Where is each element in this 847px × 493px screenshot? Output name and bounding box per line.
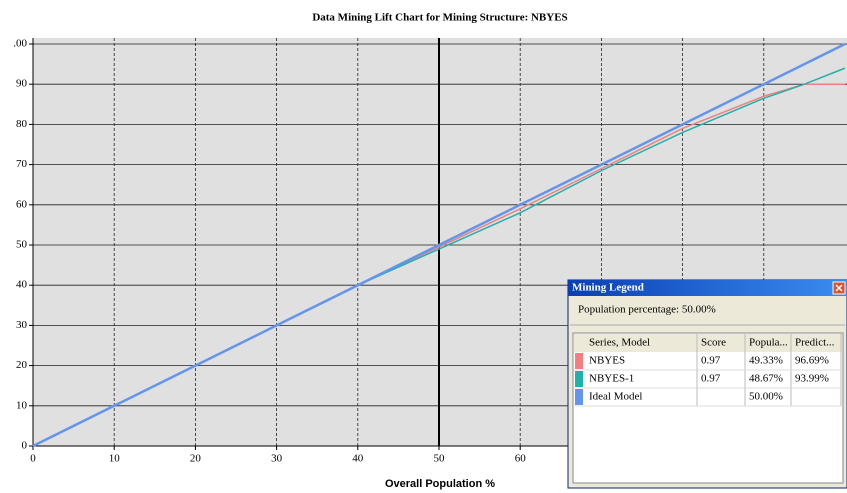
y-tick-label: 30 bbox=[16, 319, 28, 331]
x-tick-label: 50 bbox=[434, 453, 446, 465]
x-tick-label: 0 bbox=[30, 453, 36, 465]
x-axis-label: Overall Population % bbox=[385, 478, 495, 490]
legend-swatch bbox=[575, 353, 583, 369]
chart-title: Data Mining Lift Chart for Mining Struct… bbox=[312, 12, 567, 24]
table-header bbox=[574, 334, 842, 352]
x-tick-label: 30 bbox=[271, 453, 283, 465]
x-tick-label: 40 bbox=[352, 453, 364, 465]
y-tick-label: 50 bbox=[16, 239, 28, 251]
column-header: Popula... bbox=[749, 337, 788, 349]
legend-cell: 0.97 bbox=[701, 355, 721, 367]
y-tick-label: 10 bbox=[16, 399, 28, 411]
y-tick-label: 40 bbox=[16, 279, 28, 291]
legend-entry: NBYES bbox=[589, 355, 625, 367]
y-tick-label: 0 bbox=[22, 440, 28, 452]
column-header: Score bbox=[701, 337, 726, 349]
y-tick-label: 90 bbox=[16, 78, 28, 90]
legend-cell: 0.97 bbox=[701, 373, 721, 385]
legend-cell: 96.69% bbox=[795, 355, 829, 367]
legend-swatch bbox=[575, 389, 583, 405]
x-tick-label: 10 bbox=[109, 453, 121, 465]
population-percentage: Population percentage: 50.00% bbox=[578, 304, 716, 316]
series-line bbox=[32, 42, 846, 448]
close-icon bbox=[835, 284, 843, 292]
column-header: Series, Model bbox=[589, 337, 650, 349]
column-header: Predict... bbox=[795, 337, 835, 349]
y-tick-label: 20 bbox=[16, 359, 28, 371]
table-area bbox=[572, 332, 844, 484]
legend-window: Mining Legend Population percentage: 50.0… bbox=[567, 279, 847, 489]
y-tick-label: 80 bbox=[16, 118, 28, 130]
legend-entry: Ideal Model bbox=[589, 391, 642, 403]
legend-swatch bbox=[575, 371, 583, 387]
y-tick-label: .00 bbox=[13, 38, 27, 50]
legend-cell: 49.33% bbox=[749, 355, 783, 367]
legend-cell: 50.00% bbox=[749, 391, 783, 403]
window-title: Mining Legend bbox=[572, 282, 644, 294]
x-tick-label: 60 bbox=[515, 453, 527, 465]
legend-cell: 48.67% bbox=[749, 373, 783, 385]
title-bar bbox=[568, 280, 847, 296]
legend-cell: 93.99% bbox=[795, 373, 829, 385]
y-tick-label: 60 bbox=[16, 198, 28, 210]
legend-entry: NBYES-1 bbox=[589, 373, 634, 385]
x-tick-label: 20 bbox=[190, 453, 202, 465]
y-tick-label: 70 bbox=[16, 158, 28, 170]
